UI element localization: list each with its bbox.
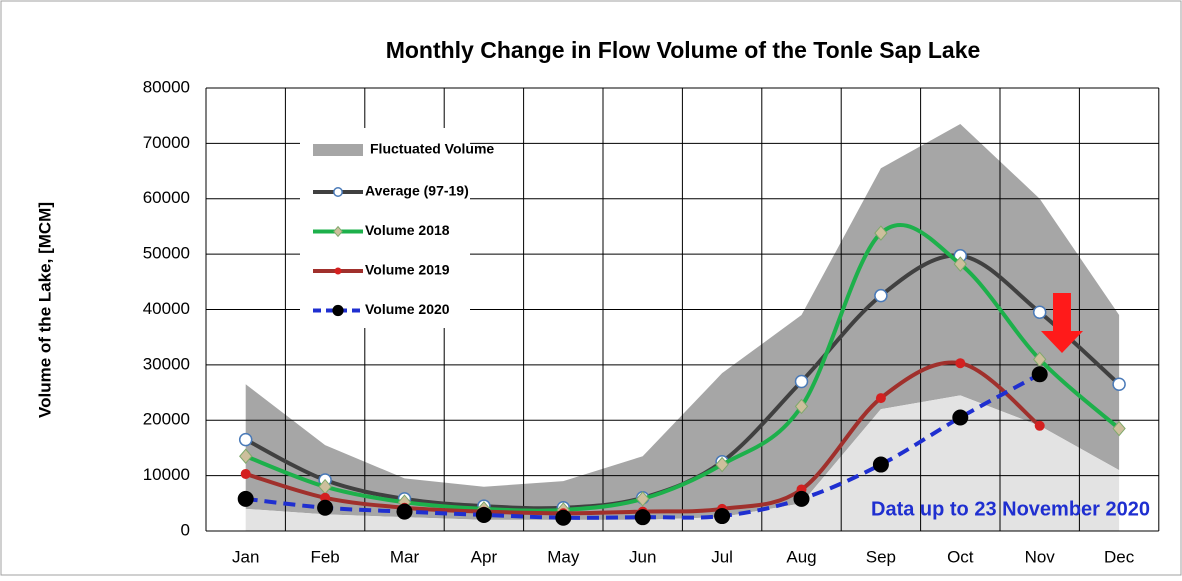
- arrow: [1041, 293, 1083, 353]
- y-axis-label: Volume of the Lake, [MCM]: [35, 202, 54, 418]
- y-tick-label: 50000: [143, 244, 190, 263]
- x-tick-label: Jun: [629, 547, 656, 566]
- band-area: [245, 123, 1120, 520]
- band-low-area: [245, 395, 1120, 531]
- marker: [872, 456, 889, 473]
- marker: [636, 491, 650, 507]
- marker: [239, 448, 253, 465]
- annotation: Data up to 23 November 2020: [871, 498, 1150, 520]
- marker: [1034, 420, 1045, 431]
- x-tick-label: Mar: [390, 547, 420, 566]
- marker: [874, 288, 888, 303]
- x-tick-label: Apr: [471, 547, 498, 566]
- x-tick-label: Feb: [310, 547, 339, 566]
- y-tick-label: 60000: [143, 188, 190, 207]
- x-tick-label: Aug: [786, 547, 816, 566]
- x-tick-label: May: [547, 547, 580, 566]
- x-tick-label: Nov: [1025, 547, 1056, 566]
- legend-label: Fluctuated Volume: [370, 141, 494, 157]
- marker: [1032, 305, 1047, 320]
- marker: [396, 503, 413, 520]
- marker: [794, 374, 809, 389]
- y-tick-label: 40000: [143, 299, 190, 318]
- marker: [714, 508, 731, 525]
- chart-title: Monthly Change in Flow Volume of the Ton…: [386, 37, 981, 63]
- y-tick-label: 30000: [143, 354, 190, 373]
- y-tick-label: 10000: [143, 465, 190, 484]
- marker: [238, 432, 253, 447]
- marker: [332, 304, 344, 317]
- marker: [555, 509, 572, 526]
- legend-label: Volume 2019: [365, 262, 450, 278]
- marker: [793, 490, 810, 507]
- x-tick-label: Jul: [711, 547, 733, 566]
- marker: [952, 409, 969, 426]
- y-tick-label: 80000: [143, 77, 190, 96]
- y-tick-label: 0: [181, 520, 190, 539]
- marker: [874, 225, 888, 241]
- legend-swatch: [313, 144, 363, 156]
- marker: [333, 187, 343, 197]
- marker: [317, 499, 334, 516]
- marker: [794, 398, 809, 415]
- legend-label: Volume 2018: [365, 222, 450, 238]
- y-tick-label: 70000: [143, 133, 190, 152]
- marker: [475, 506, 492, 523]
- legend-label: Volume 2020: [365, 301, 450, 317]
- series-line: [245, 372, 1041, 520]
- series-line: [245, 360, 1041, 516]
- marker: [237, 490, 254, 507]
- marker: [333, 225, 343, 238]
- marker: [240, 468, 251, 479]
- marker: [955, 358, 966, 369]
- x-tick-label: Oct: [947, 547, 974, 566]
- marker: [1031, 366, 1048, 383]
- marker: [634, 509, 651, 526]
- marker: [334, 267, 342, 275]
- x-tick-label: Dec: [1104, 547, 1135, 566]
- marker: [953, 256, 967, 272]
- x-tick-label: Sep: [866, 547, 896, 566]
- legend-label: Average (97-19): [365, 183, 469, 199]
- marker: [715, 456, 729, 473]
- legend-box: [300, 128, 470, 328]
- marker: [1112, 377, 1126, 392]
- y-tick-label: 20000: [143, 410, 190, 429]
- marker: [1112, 420, 1126, 437]
- marker: [875, 393, 886, 404]
- x-tick-label: Jan: [232, 547, 259, 566]
